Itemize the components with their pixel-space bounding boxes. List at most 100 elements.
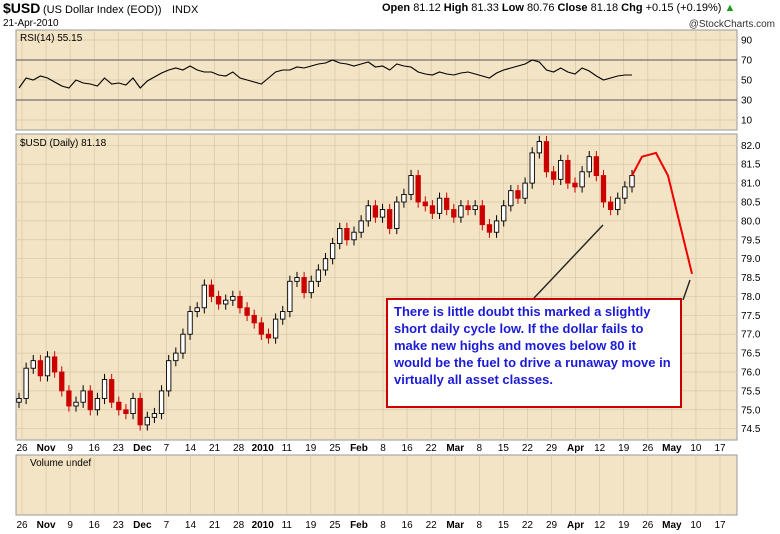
rsi-line bbox=[18, 59, 632, 89]
x-tick-label: 8 bbox=[477, 520, 483, 531]
candle-body bbox=[237, 295, 243, 309]
x-tick-label: 10 bbox=[690, 443, 702, 454]
brand-label: @StockCharts.com bbox=[689, 19, 775, 30]
candle-body bbox=[572, 182, 578, 188]
close-value: 81.18 bbox=[590, 2, 619, 14]
candle-body bbox=[51, 356, 58, 373]
price-tick-label: 77.0 bbox=[741, 330, 761, 341]
candle-body bbox=[87, 390, 93, 411]
candle-body bbox=[536, 141, 542, 154]
x-tick-label: 7 bbox=[164, 520, 170, 531]
candle-body bbox=[251, 314, 257, 324]
candle-body bbox=[379, 209, 386, 218]
volume-panel bbox=[15, 454, 738, 516]
candle-body bbox=[586, 156, 592, 173]
candle-body bbox=[501, 205, 507, 222]
x-tick-label: 16 bbox=[402, 443, 414, 454]
price-tick-label: 80.5 bbox=[741, 198, 761, 209]
candle-body bbox=[479, 205, 485, 226]
candle-body bbox=[387, 209, 393, 229]
candle-body bbox=[130, 397, 136, 415]
price-tick-label: 80.0 bbox=[741, 216, 761, 227]
candle-body bbox=[16, 397, 22, 403]
candle-body bbox=[629, 175, 635, 188]
candle-body bbox=[230, 295, 236, 301]
x-tick-label: Mar bbox=[446, 520, 464, 531]
volume-gridlines bbox=[21, 455, 721, 515]
x-axis-labels-price: 26 Nov 9 16 23 Dec 7 14 21 28 2010 11 19 25 Feb 8 16 22 Ma… bbox=[16, 443, 726, 454]
candle-body bbox=[166, 360, 172, 392]
price-tick-label: 76.0 bbox=[741, 368, 761, 379]
candle-body bbox=[558, 159, 564, 180]
candle-body bbox=[351, 231, 357, 241]
candle-body bbox=[23, 367, 29, 399]
candle-body bbox=[408, 175, 414, 195]
x-tick-label: 19 bbox=[618, 520, 630, 531]
x-tick-label: 12 bbox=[594, 443, 606, 454]
candle-body bbox=[151, 413, 158, 418]
x-tick-label: Apr bbox=[567, 443, 584, 454]
price-tick-label: 81.5 bbox=[741, 160, 761, 171]
candle-body bbox=[59, 371, 65, 392]
x-tick-label: 25 bbox=[329, 520, 341, 531]
x-tick-label: 2010 bbox=[252, 443, 275, 454]
candle-body bbox=[422, 201, 428, 207]
candle-body bbox=[394, 201, 400, 229]
candle-body bbox=[80, 390, 86, 403]
x-tick-label: 17 bbox=[714, 443, 726, 454]
price-tick-label: 79.0 bbox=[741, 254, 761, 265]
candle-body bbox=[615, 197, 621, 211]
candle-body bbox=[593, 156, 600, 177]
x-tick-label: 15 bbox=[498, 443, 510, 454]
volume-label: Volume undef bbox=[30, 458, 91, 469]
x-tick-label: 12 bbox=[594, 520, 606, 531]
x-tick-label: 28 bbox=[233, 520, 245, 531]
x-tick-label: May bbox=[662, 443, 682, 454]
x-tick-label: 14 bbox=[185, 520, 197, 531]
x-tick-label: 21 bbox=[209, 443, 221, 454]
candle-body bbox=[522, 182, 528, 199]
x-tick-label: 7 bbox=[164, 443, 170, 454]
candle-body bbox=[508, 190, 514, 207]
candle-body bbox=[301, 277, 307, 294]
candle-body bbox=[194, 307, 200, 313]
x-tick-label: 2010 bbox=[252, 520, 275, 531]
x-tick-label: 26 bbox=[16, 520, 28, 531]
low-value: 80.76 bbox=[526, 2, 555, 14]
projection-line bbox=[631, 151, 693, 275]
price-bars bbox=[16, 135, 635, 431]
x-tick-label: 23 bbox=[113, 520, 125, 531]
x-tick-label: 9 bbox=[67, 520, 73, 531]
price-tick-label: 75.5 bbox=[741, 386, 761, 397]
close-label: Close bbox=[557, 2, 588, 14]
candle-body bbox=[315, 269, 322, 282]
candle-body bbox=[308, 280, 314, 294]
open-label: Open bbox=[382, 2, 411, 14]
x-tick-label: Feb bbox=[350, 443, 368, 454]
candle-body bbox=[600, 175, 607, 203]
candle-body bbox=[337, 227, 343, 245]
candle-body bbox=[429, 205, 436, 214]
x-tick-label: May bbox=[662, 520, 682, 531]
x-tick-label: 19 bbox=[618, 443, 630, 454]
x-tick-label: 29 bbox=[546, 520, 558, 531]
price-tick-label: 75.0 bbox=[741, 405, 761, 416]
candle-body bbox=[201, 284, 207, 309]
x-tick-label: 25 bbox=[329, 443, 341, 454]
x-tick-label: 21 bbox=[209, 520, 221, 531]
price-tick-label: 74.5 bbox=[741, 424, 761, 435]
candle-body bbox=[607, 201, 614, 211]
x-tick-label: 16 bbox=[402, 520, 414, 531]
callout-pointer-2 bbox=[682, 279, 691, 301]
x-tick-label: 19 bbox=[305, 520, 317, 531]
candle-body bbox=[622, 186, 628, 199]
rsi-label: RSI(14) 55.15 bbox=[20, 33, 83, 44]
candle-body bbox=[123, 409, 129, 415]
candle-body bbox=[109, 379, 115, 403]
x-tick-label: 26 bbox=[642, 520, 654, 531]
candle-body bbox=[158, 390, 165, 415]
header: $USD (US Dollar Index (EOD)) INDX 21-Apr… bbox=[3, 0, 775, 30]
x-tick-label: 17 bbox=[714, 520, 726, 531]
price-tick-label: 76.5 bbox=[741, 349, 761, 360]
